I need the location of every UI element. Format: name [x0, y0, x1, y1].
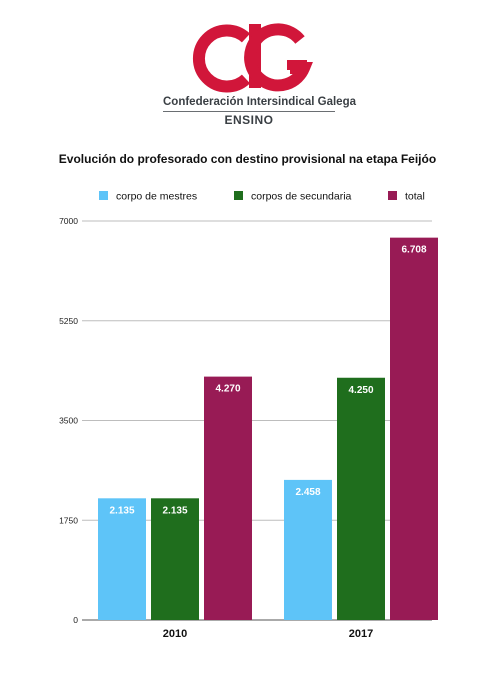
legend-swatch-0 — [99, 191, 108, 200]
legend-label-0: corpo de mestres — [116, 191, 197, 203]
bar-2017-2 — [390, 237, 438, 621]
data-label-2010-1: 2.135 — [162, 505, 187, 516]
bar-2010-1 — [151, 498, 199, 620]
legend-label-2: total — [405, 191, 425, 203]
y-tick-label-1: 1750 — [59, 515, 78, 525]
bar-2010-2 — [204, 376, 252, 620]
bar-2017-0 — [284, 479, 332, 620]
logo-letter-c — [192, 24, 251, 93]
data-label-2017-2: 6.708 — [401, 245, 426, 256]
bar-2017-1 — [337, 377, 385, 620]
data-label-2017-0: 2.458 — [295, 487, 320, 498]
logo-letter-g — [244, 23, 313, 92]
bar-2010-0 — [98, 498, 146, 620]
legend-label-1: corpos de secundaria — [251, 191, 352, 203]
data-label-2010-0: 2.135 — [109, 505, 134, 516]
y-tick-label-4: 7000 — [59, 216, 78, 226]
legend-swatch-1 — [234, 191, 243, 200]
org-divider — [163, 111, 335, 112]
bar-chart: corpo de mestres corpos de secundaria tota… — [59, 191, 438, 640]
x-tick-label-1: 2017 — [349, 628, 373, 640]
data-label-2010-2: 4.270 — [215, 384, 240, 395]
chart-title: Evolución do profesorado con destino pro… — [58, 152, 437, 166]
legend-swatch-2 — [388, 191, 397, 200]
y-tick-label-2: 3500 — [59, 416, 78, 426]
cig-logo — [192, 23, 313, 93]
org-subtitle: ENSINO — [224, 113, 274, 127]
data-label-2017-1: 4.250 — [348, 385, 373, 396]
org-name: Confederación Intersindical Galega — [163, 96, 356, 108]
y-tick-label-0: 0 — [73, 615, 78, 625]
x-tick-label-0: 2010 — [163, 628, 187, 640]
y-tick-label-3: 5250 — [59, 316, 78, 326]
